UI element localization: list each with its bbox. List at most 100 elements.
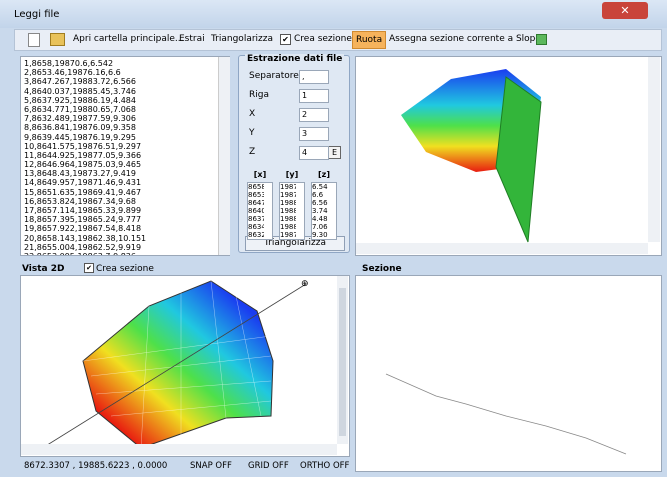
field-combo[interactable]: 1: [299, 89, 329, 103]
extraction-group: Estrazione dati file E Triangolarizza Se…: [238, 54, 350, 253]
column-value: 8653: [248, 191, 264, 199]
section-line: [35, 283, 307, 453]
status-coords: 8672.3307 , 19885.6223 , 0.0000: [24, 461, 168, 471]
column-value: 8632: [248, 231, 264, 239]
section-title: Sezione: [362, 264, 402, 274]
profile-line: [385, 373, 627, 455]
file-line: 13,8648.43,19873.27,9.419: [24, 169, 136, 179]
column-value: 1988: [280, 207, 296, 215]
e-button[interactable]: E: [328, 146, 341, 159]
mesh-2d: ⊕: [21, 276, 348, 455]
surface-3d: [356, 57, 660, 254]
column-value: 6.54: [312, 183, 328, 191]
column-header: [z]: [318, 170, 330, 179]
file-line: 10,8641.575,19876.51,9.297: [24, 141, 142, 151]
file-line: 4,8640.037,19885.45,3.746: [24, 86, 136, 96]
scroll-thumb[interactable]: [339, 288, 346, 436]
checkbox-label[interactable]: Crea sezione: [96, 264, 154, 274]
file-line: 5,8637.925,19886.19,4.484: [24, 95, 136, 105]
excel-icon[interactable]: [536, 34, 547, 45]
toolbar-checkbox-label[interactable]: Crea sezione: [294, 34, 352, 44]
mesh-lines: [82, 280, 272, 449]
status-ortho[interactable]: ORTHO OFF: [300, 461, 350, 471]
field-label: Separatore: [249, 71, 299, 81]
scrollbar[interactable]: [21, 444, 337, 455]
file-line: 14,8649.957,19871.46,9.431: [24, 178, 142, 188]
column-value: 1988: [280, 199, 296, 207]
field-combo[interactable]: 3: [299, 127, 329, 141]
checkbox[interactable]: ✔: [84, 263, 94, 273]
field-label: Y: [249, 128, 255, 138]
column-value: 3.74: [312, 207, 328, 215]
file-line: 17,8657.114,19865.33,9.899: [24, 206, 142, 215]
open-icon[interactable]: [50, 33, 65, 46]
column: [x] 8658865386478640863786348632: [247, 170, 273, 240]
column-value: 8637: [248, 215, 264, 223]
field-label: Riga: [249, 90, 269, 100]
view2d-title: Vista 2D: [22, 264, 65, 274]
column-value: 1988: [280, 223, 296, 231]
file-line: 15,8651.635,19869.41,9.467: [24, 187, 142, 197]
toolbar-button[interactable]: Apri cartella principale...: [73, 34, 184, 44]
column-value: 7.06: [312, 223, 328, 231]
file-line: 12,8646.964,19875.03,9.465: [24, 160, 142, 170]
section-profile: [385, 373, 627, 455]
column-value: 8634: [248, 223, 264, 231]
column-values: 8658865386478640863786348632: [247, 182, 273, 240]
file-line: 8,8636.841,19876.09,9.358: [24, 123, 136, 133]
view-2d: ⊕: [20, 275, 350, 457]
column-values: 1987198719881988198819881987: [279, 182, 305, 240]
column-value: 1987: [280, 191, 296, 199]
file-line: 20,8658.143,19862.38,10.151: [24, 233, 147, 243]
field-combo[interactable]: 2: [299, 108, 329, 122]
toolbar-button[interactable]: Estrai: [179, 34, 205, 44]
column-header: [y]: [285, 170, 299, 179]
file-line: 22,8653.095,19863.7,9.836: [24, 252, 226, 255]
file-line: 7,8632.489,19877.59,9.306: [24, 114, 136, 124]
toolbar-button-active[interactable]: Ruota: [352, 31, 387, 49]
column: [y]1987198719881988198819881987: [279, 170, 305, 240]
column-value: 1987: [280, 231, 296, 239]
file-line: 18,8657.395,19865.24,9.777: [24, 215, 142, 225]
checkbox[interactable]: ✔: [280, 34, 291, 45]
title-bar: [0, 0, 667, 28]
column-value: 8647: [248, 199, 264, 207]
scrollbar[interactable]: [648, 57, 660, 242]
field-label: Z: [249, 147, 256, 157]
file-line: 3,8647.267,19883.72,6.566: [24, 77, 136, 87]
scrollbar[interactable]: [218, 57, 230, 255]
window-title: Leggi file: [14, 9, 60, 20]
column-value: 4.48: [312, 215, 328, 223]
status-grid[interactable]: GRID OFF: [248, 461, 289, 471]
view-3d: [355, 56, 662, 256]
scrollbar[interactable]: [356, 243, 648, 254]
section-view: [355, 275, 662, 472]
close-button[interactable]: ✕: [602, 2, 648, 19]
column: [z] 6.54 6.6 6.56 3.74 4.48 7.06 9.30: [311, 170, 337, 240]
column-value: 8640: [248, 207, 264, 215]
toolbar-button[interactable]: Assegna sezione corrente a Slope: [389, 34, 541, 44]
field-combo[interactable]: 4: [299, 146, 329, 160]
file-line: 1,8658,19870.6,6.542: [24, 59, 114, 68]
file-list[interactable]: 1,8658,19870.6,6.542 2,8653.46,19876.16,6…: [20, 56, 230, 256]
column-header: [x]: [253, 170, 267, 179]
new-icon[interactable]: [28, 33, 40, 47]
status-snap[interactable]: SNAP OFF: [190, 461, 232, 471]
file-line: 21,8655.004,19862.52,9.919: [24, 242, 142, 252]
toolbar-button[interactable]: Triangolarizza: [211, 34, 273, 44]
file-line: 19,8657.922,19867.54,8.418: [24, 224, 142, 234]
field-combo[interactable]: ,: [299, 70, 329, 84]
file-line: 6,8634.771,19880.65,7.068: [24, 104, 136, 114]
mesh: [82, 280, 274, 449]
column-values: 6.54 6.6 6.56 3.74 4.48 7.06 9.30: [311, 182, 337, 240]
file-line: 2,8653.46,19876.16,6.6: [24, 68, 121, 78]
file-line: 9,8639.445,19876.19,9.295: [24, 132, 136, 142]
field-label: X: [249, 109, 256, 119]
column-value: 1987: [280, 183, 296, 191]
column-value: 8658: [248, 183, 264, 191]
cursor: ⊕: [301, 279, 309, 289]
group-title: Estrazione dati file: [245, 54, 345, 64]
toolbar: [14, 29, 662, 51]
column-value: 1988: [280, 215, 296, 223]
